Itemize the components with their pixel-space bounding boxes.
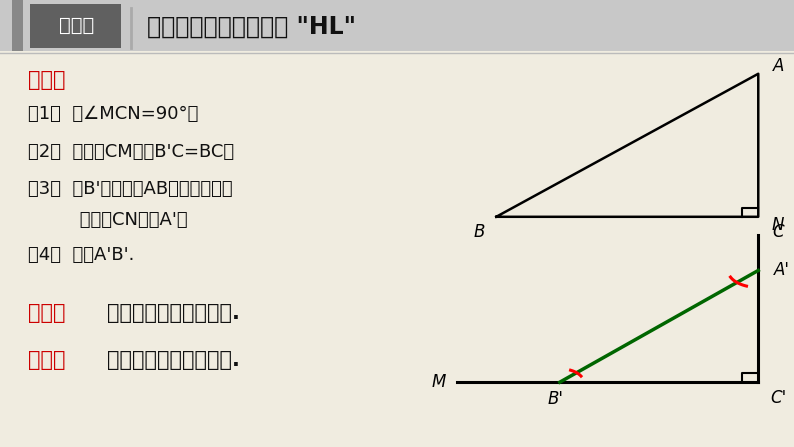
- Text: （3）  以B'为圆心，AB为半径画弧，: （3） 以B'为圆心，AB为半径画弧，: [28, 180, 233, 198]
- Bar: [30, 4, 121, 48]
- Text: C': C': [771, 389, 787, 407]
- Text: （4）  连接A'B'.: （4） 连接A'B'.: [28, 246, 134, 264]
- Text: 直角三角形全等的判定 "HL": 直角三角形全等的判定 "HL": [147, 14, 356, 38]
- Text: 说明：: 说明：: [28, 350, 65, 370]
- Bar: [12, 0, 23, 51]
- Text: M: M: [432, 373, 446, 391]
- Text: 两个直角三角形能重合.: 两个直角三角形能重合.: [107, 303, 240, 323]
- Text: 现象：: 现象：: [28, 303, 65, 323]
- Text: A: A: [773, 57, 784, 75]
- Text: 这两个直角三角形全等.: 这两个直角三角形全等.: [107, 350, 240, 370]
- Bar: [0, 0, 794, 51]
- Text: （2）  在射线CM上取B'C=BC；: （2） 在射线CM上取B'C=BC；: [28, 143, 234, 161]
- Text: N: N: [771, 216, 784, 234]
- Text: A': A': [774, 261, 790, 279]
- Text: B: B: [473, 224, 484, 241]
- Text: C: C: [773, 224, 784, 241]
- Text: B': B': [548, 390, 564, 408]
- Text: 画法：: 画法：: [28, 71, 65, 90]
- Text: 知识点: 知识点: [59, 17, 94, 35]
- Text: （1）  画∠MCN=90°；: （1） 画∠MCN=90°；: [28, 105, 198, 123]
- Text: 交射线CN于点A'；: 交射线CN于点A'；: [28, 211, 187, 229]
